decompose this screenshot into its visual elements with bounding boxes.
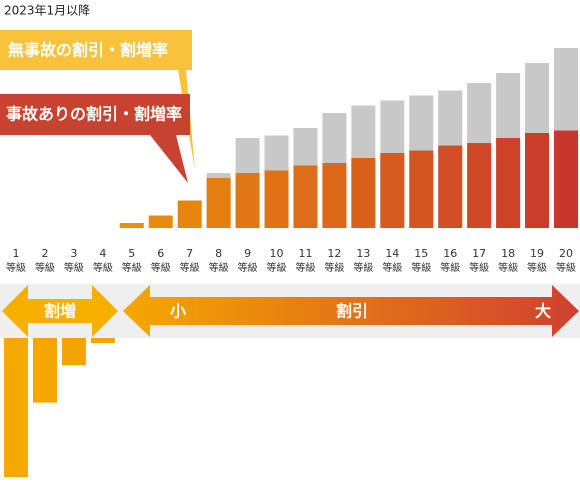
discount-arrow <box>123 285 579 337</box>
bar <box>293 165 318 228</box>
x-tick-unit: 等級 <box>324 261 344 274</box>
x-tick-label: 11 <box>298 247 312 260</box>
discount-label: 割引 <box>336 302 368 321</box>
discount-large: 大 <box>535 302 551 321</box>
x-tick-label: 7 <box>186 247 193 260</box>
x-tick-label: 18 <box>501 247 515 260</box>
x-tick-label: 4 <box>99 247 106 260</box>
legend-callout <box>0 94 190 183</box>
x-tick-label: 12 <box>327 247 341 260</box>
bar <box>438 145 463 228</box>
x-tick-label: 5 <box>128 247 135 260</box>
legend-label: 事故ありの割引・割増率 <box>6 105 182 124</box>
bars <box>4 48 578 477</box>
x-tick-label: 19 <box>530 247 544 260</box>
discount-small: 小 <box>170 302 186 321</box>
bar <box>467 143 492 228</box>
x-tick-label: 20 <box>559 247 573 260</box>
x-tick-unit: 等級 <box>6 261 26 274</box>
surcharge-arrow <box>2 285 118 337</box>
bar <box>32 338 57 403</box>
bar <box>380 153 405 228</box>
x-tick-unit: 等級 <box>556 261 576 274</box>
x-tick-label: 9 <box>244 247 251 260</box>
x-tick-unit: 等級 <box>498 261 518 274</box>
bar <box>4 338 28 477</box>
surcharge-label: 割増 <box>44 302 76 321</box>
x-tick-unit: 等級 <box>151 261 171 274</box>
bar <box>525 133 550 228</box>
x-tick-unit: 等級 <box>93 261 113 274</box>
x-tick-label: 2 <box>41 247 48 260</box>
bar <box>148 215 173 228</box>
x-tick-label: 16 <box>443 247 457 260</box>
x-tick-label: 14 <box>385 247 399 260</box>
x-tick-unit: 等級 <box>209 261 229 274</box>
bar <box>61 338 86 366</box>
x-tick-label: 13 <box>356 247 370 260</box>
chart-title: 2023年1月以降 <box>4 4 90 18</box>
bar <box>322 163 347 228</box>
legend-label: 無事故の割引・割増率 <box>8 41 168 60</box>
x-tick-label: 15 <box>414 247 428 260</box>
bar <box>235 173 260 228</box>
x-tick-unit: 等級 <box>180 261 200 274</box>
x-tick-unit: 等級 <box>469 261 489 274</box>
legend-callout <box>0 30 195 170</box>
bar <box>119 223 144 228</box>
x-tick-unit: 等級 <box>35 261 55 274</box>
bar <box>264 170 289 228</box>
x-tick-label: 17 <box>472 247 486 260</box>
x-tick-unit: 等級 <box>382 261 402 274</box>
x-tick-label: 6 <box>157 247 164 260</box>
x-tick-label: 3 <box>70 247 77 260</box>
x-tick-unit: 等級 <box>238 261 258 274</box>
x-tick-unit: 等級 <box>267 261 287 274</box>
x-tick-unit: 等級 <box>440 261 460 274</box>
x-tick-unit: 等級 <box>353 261 373 274</box>
bar <box>409 150 434 228</box>
x-tick-unit: 等級 <box>411 261 431 274</box>
bar <box>351 158 376 228</box>
bar <box>206 178 231 228</box>
x-tick-unit: 等級 <box>122 261 142 274</box>
x-tick-unit: 等級 <box>64 261 84 274</box>
x-tick-label: 10 <box>270 247 284 260</box>
x-tick-unit: 等級 <box>295 261 315 274</box>
x-tick-unit: 等級 <box>527 261 547 274</box>
bar <box>177 200 202 228</box>
x-tick-label: 8 <box>215 247 222 260</box>
bar <box>496 138 521 228</box>
x-tick-label: 1 <box>13 247 20 260</box>
bar <box>554 130 578 228</box>
bar <box>90 338 115 343</box>
